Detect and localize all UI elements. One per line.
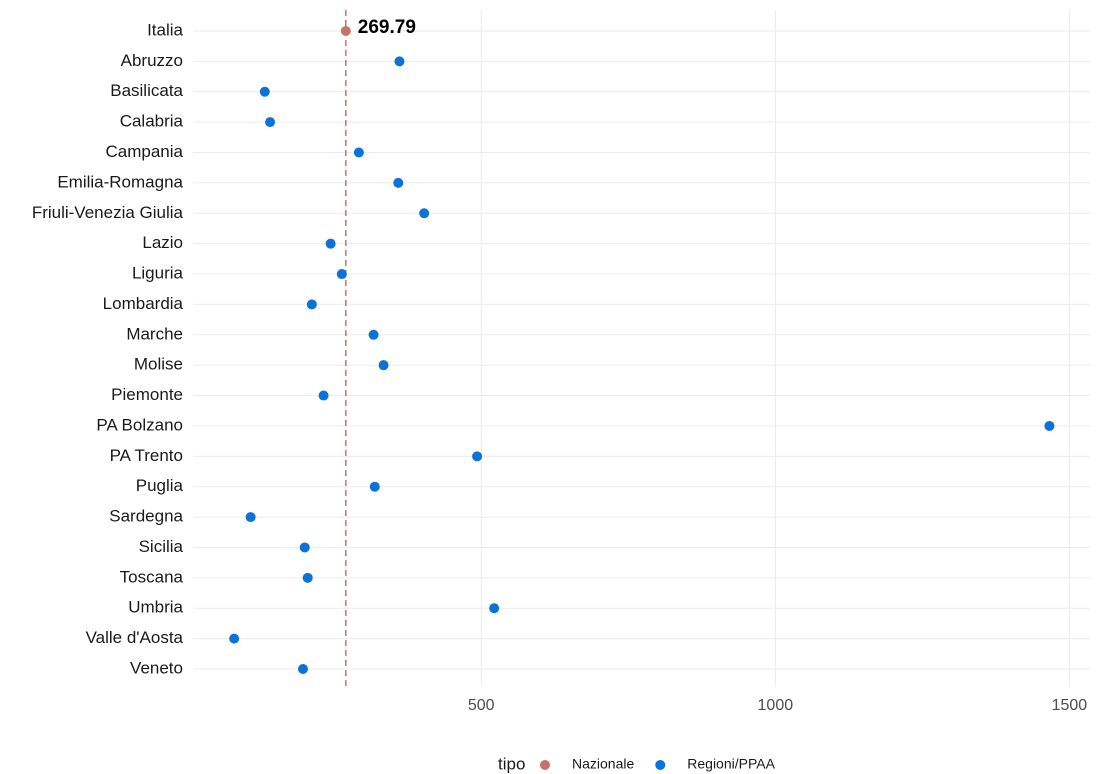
dot bbox=[369, 481, 380, 492]
y-tick-label: Basilicata bbox=[110, 81, 183, 100]
dot bbox=[419, 208, 430, 219]
dot bbox=[318, 390, 329, 401]
y-tick-label: Molise bbox=[134, 355, 183, 374]
y-tick-label: Abruzzo bbox=[121, 51, 183, 70]
y-tick-label: Lombardia bbox=[103, 294, 184, 313]
legend-marker bbox=[540, 760, 550, 770]
y-tick-label: PA Bolzano bbox=[96, 415, 183, 434]
dot bbox=[265, 117, 276, 128]
y-tick-label: Italia bbox=[147, 20, 183, 39]
y-tick-label: Campania bbox=[106, 142, 184, 161]
y-tick-label: Puglia bbox=[136, 476, 184, 495]
dot bbox=[472, 451, 483, 462]
dot bbox=[299, 542, 310, 553]
legend-label: Regioni/PPAA bbox=[687, 756, 775, 772]
dot bbox=[325, 238, 336, 249]
legend-marker bbox=[655, 760, 666, 770]
x-tick-label: 1000 bbox=[758, 697, 794, 714]
y-tick-label: Marche bbox=[126, 324, 183, 343]
dot bbox=[393, 177, 404, 188]
dot bbox=[489, 603, 500, 614]
x-tick-label: 1500 bbox=[1052, 697, 1088, 714]
legend-title: tipo bbox=[498, 754, 525, 773]
y-tick-label: Toscana bbox=[120, 567, 184, 586]
y-tick-label: Calabria bbox=[120, 112, 184, 131]
dot bbox=[1044, 420, 1055, 431]
y-tick-label: Lazio bbox=[142, 233, 183, 252]
dot bbox=[336, 269, 347, 280]
dot bbox=[340, 26, 351, 36]
y-tick-label: Friuli-Venezia Giulia bbox=[32, 203, 184, 222]
dot bbox=[229, 633, 240, 644]
y-tick-label: Umbria bbox=[128, 598, 183, 617]
dot bbox=[306, 299, 317, 310]
y-tick-label: Veneto bbox=[130, 658, 183, 677]
dot bbox=[394, 56, 405, 67]
y-tick-label: Piemonte bbox=[111, 385, 183, 404]
dot bbox=[378, 360, 389, 371]
x-tick-label: 500 bbox=[468, 697, 495, 714]
value-label: 269.79 bbox=[358, 17, 416, 38]
dot bbox=[245, 512, 256, 523]
legend-label: Nazionale bbox=[572, 756, 634, 772]
y-tick-label: Valle d'Aosta bbox=[86, 628, 184, 647]
y-tick-label: Sicilia bbox=[139, 537, 184, 556]
y-tick-label: Sardegna bbox=[109, 507, 183, 526]
y-tick-label: PA Trento bbox=[110, 446, 183, 465]
dot bbox=[302, 572, 313, 583]
dot bbox=[368, 329, 379, 340]
dot bbox=[297, 663, 308, 674]
y-tick-label: Emilia-Romagna bbox=[57, 172, 183, 191]
dot bbox=[353, 147, 364, 158]
dot bbox=[259, 86, 270, 97]
y-tick-label: Liguria bbox=[132, 264, 184, 283]
